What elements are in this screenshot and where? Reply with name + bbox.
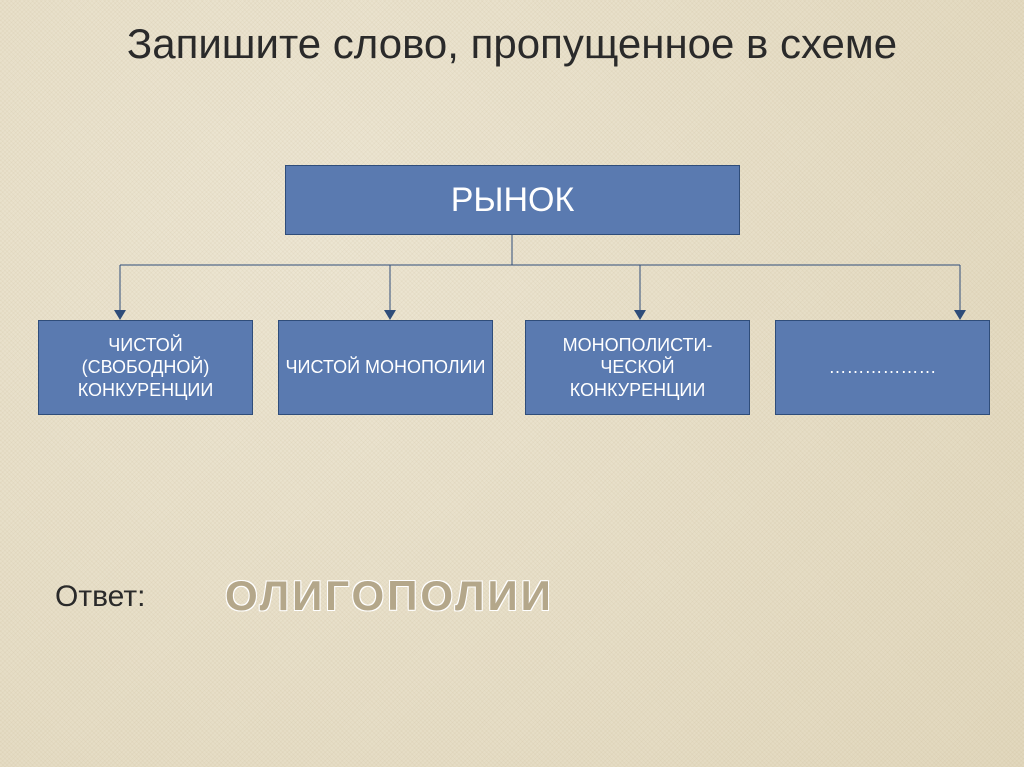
child-node-1-label: ЧИСТОЙ (СВОБОДНОЙ) КОНКУРЕНЦИИ	[45, 334, 246, 402]
slide-title: Запишите слово, пропущенное в схеме	[0, 20, 1024, 68]
root-node: РЫНОК	[285, 165, 740, 235]
answer-value: ОЛИГОПОЛИИ	[225, 572, 554, 620]
child-node-3: МОНОПОЛИСТИ-ЧЕСКОЙ КОНКУРЕНЦИИ	[525, 320, 750, 415]
root-node-label: РЫНОК	[451, 181, 575, 220]
child-node-2-label: ЧИСТОЙ МОНОПОЛИИ	[286, 356, 486, 379]
child-node-4-blank: ………………	[775, 320, 990, 415]
child-node-1: ЧИСТОЙ (СВОБОДНОЙ) КОНКУРЕНЦИИ	[38, 320, 253, 415]
child-node-3-label: МОНОПОЛИСТИ-ЧЕСКОЙ КОНКУРЕНЦИИ	[532, 334, 743, 402]
child-node-2: ЧИСТОЙ МОНОПОЛИИ	[278, 320, 493, 415]
answer-label: Ответ:	[55, 580, 145, 614]
child-node-4-label: ………………	[829, 356, 937, 379]
